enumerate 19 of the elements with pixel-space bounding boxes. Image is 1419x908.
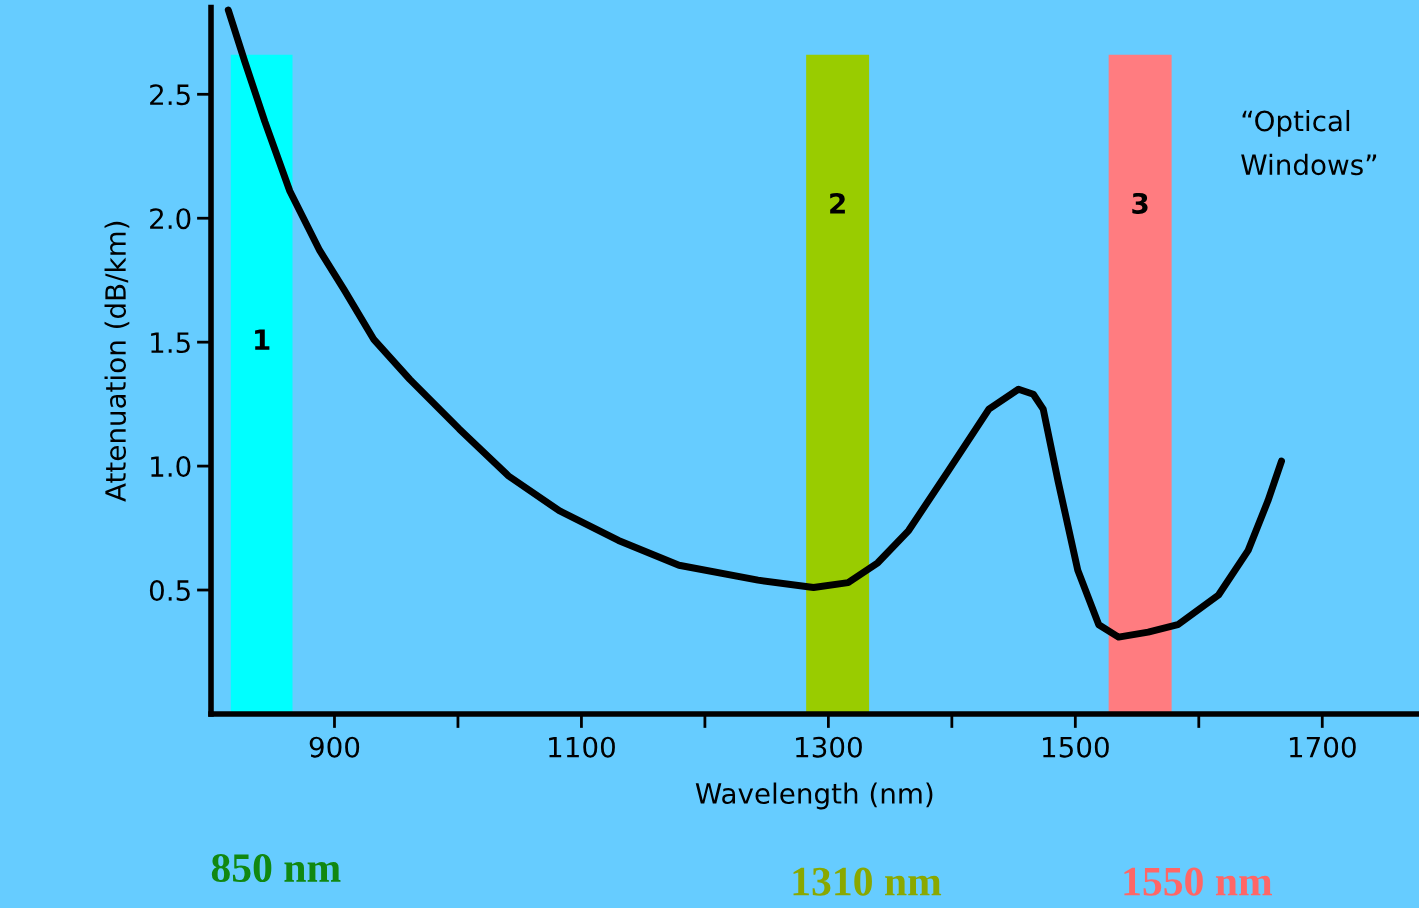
x-tick-label: 1300 [796, 736, 862, 758]
band-label: 2 [830, 192, 845, 214]
x-axis-title: Wavelength (nm) [695, 782, 933, 810]
y-tick-label: 2.0 [150, 208, 191, 230]
x-tick-label: 1700 [1289, 736, 1356, 758]
y-axis-title: Attenuation (dB/km) [104, 221, 130, 502]
y-tick-label: 1.5 [151, 332, 190, 354]
band-label: 1 [255, 329, 270, 350]
y-tick-label: 1.0 [151, 456, 191, 478]
text: 1310 nm [793, 867, 942, 896]
text: 1550 nm [1124, 867, 1273, 896]
y-tick-label: 0.5 [149, 579, 190, 601]
x-tick-label: 1100 [549, 736, 615, 758]
annotation: “Optical Windows” [1241, 109, 1377, 176]
band-label: 3 [1132, 192, 1148, 214]
text: 850 nm [211, 853, 341, 883]
x-tick-label: 900 [309, 736, 360, 758]
x-tick-label: 1500 [1043, 736, 1109, 758]
y-tick-label: 2.5 [150, 84, 190, 106]
